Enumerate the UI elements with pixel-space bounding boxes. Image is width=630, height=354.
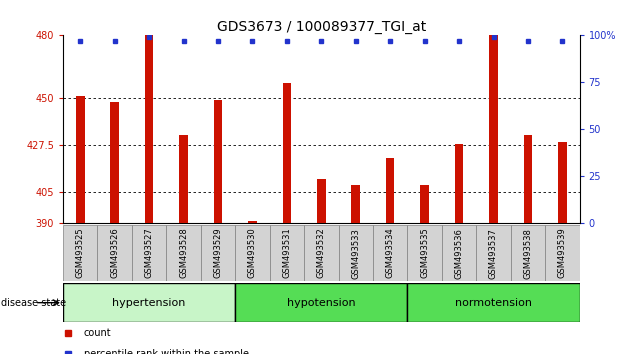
Bar bbox=[145, 35, 153, 223]
Bar bbox=[476, 225, 511, 281]
Text: GSM493525: GSM493525 bbox=[76, 228, 84, 279]
Bar bbox=[386, 158, 394, 223]
Bar bbox=[132, 225, 166, 281]
Text: count: count bbox=[84, 328, 112, 338]
Bar bbox=[511, 225, 545, 281]
Bar bbox=[76, 96, 84, 223]
Bar bbox=[235, 225, 270, 281]
Text: GSM493536: GSM493536 bbox=[455, 228, 464, 279]
Title: GDS3673 / 100089377_TGI_at: GDS3673 / 100089377_TGI_at bbox=[217, 21, 426, 34]
Bar bbox=[98, 225, 132, 281]
Text: hypertension: hypertension bbox=[112, 298, 186, 308]
Bar bbox=[282, 83, 291, 223]
Text: GSM493537: GSM493537 bbox=[489, 228, 498, 279]
Bar bbox=[179, 136, 188, 223]
Bar bbox=[524, 136, 532, 223]
Bar bbox=[373, 225, 408, 281]
Text: GSM493528: GSM493528 bbox=[179, 228, 188, 279]
Bar bbox=[304, 225, 338, 281]
Text: hypotension: hypotension bbox=[287, 298, 355, 308]
Bar bbox=[408, 225, 442, 281]
Text: GSM493533: GSM493533 bbox=[352, 228, 360, 279]
Text: GSM493526: GSM493526 bbox=[110, 228, 119, 279]
Text: GSM493531: GSM493531 bbox=[282, 228, 291, 279]
Bar bbox=[166, 225, 201, 281]
Text: GSM493532: GSM493532 bbox=[317, 228, 326, 279]
Bar bbox=[558, 142, 567, 223]
Bar bbox=[489, 35, 498, 223]
Text: GSM493527: GSM493527 bbox=[145, 228, 154, 279]
Bar bbox=[408, 283, 580, 322]
Bar bbox=[338, 225, 373, 281]
Text: GSM493529: GSM493529 bbox=[214, 228, 222, 279]
Bar bbox=[214, 100, 222, 223]
Text: GSM493534: GSM493534 bbox=[386, 228, 394, 279]
Bar bbox=[545, 225, 580, 281]
Bar bbox=[248, 221, 256, 223]
Bar bbox=[110, 102, 119, 223]
Bar bbox=[317, 179, 326, 223]
Text: disease state: disease state bbox=[1, 298, 66, 308]
Bar bbox=[63, 225, 98, 281]
Bar bbox=[442, 225, 476, 281]
Text: GSM493535: GSM493535 bbox=[420, 228, 429, 279]
Bar bbox=[235, 283, 408, 322]
Text: GSM493538: GSM493538 bbox=[524, 228, 532, 279]
Text: GSM493530: GSM493530 bbox=[248, 228, 257, 279]
Bar bbox=[201, 225, 235, 281]
Text: GSM493539: GSM493539 bbox=[558, 228, 567, 279]
Text: percentile rank within the sample: percentile rank within the sample bbox=[84, 349, 249, 354]
Text: normotension: normotension bbox=[455, 298, 532, 308]
Bar bbox=[63, 283, 235, 322]
Bar bbox=[270, 225, 304, 281]
Bar bbox=[420, 185, 429, 223]
Bar bbox=[352, 185, 360, 223]
Bar bbox=[455, 144, 464, 223]
